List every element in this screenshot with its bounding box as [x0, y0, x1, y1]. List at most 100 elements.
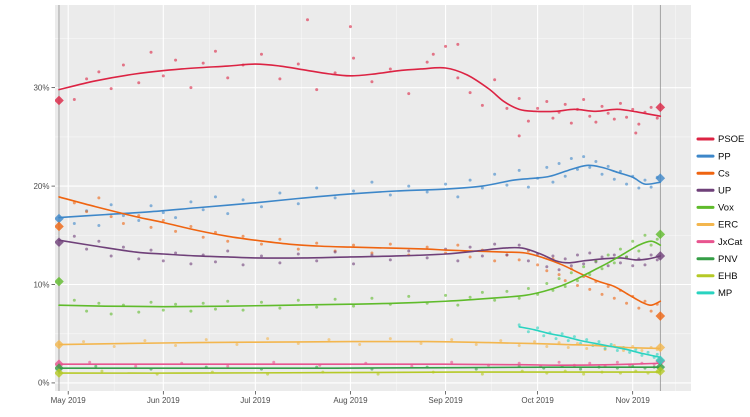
poll-dot-Cs	[588, 287, 592, 291]
poll-dot-ERC	[112, 345, 116, 349]
poll-dot-Vox	[226, 299, 230, 303]
poll-dot-Cs	[536, 263, 540, 267]
poll-dot-PSOE	[431, 52, 435, 56]
result-diamond-Cs-start	[55, 221, 64, 232]
poll-dot-UP	[569, 264, 573, 268]
poll-dot-UP	[174, 251, 178, 255]
poll-dot-UP	[557, 268, 561, 272]
legend-label-MP: MP	[718, 288, 732, 299]
poll-dot-PSOE	[315, 88, 319, 92]
poll-dot-PSOE	[600, 104, 604, 108]
poll-dot-PP	[201, 208, 205, 212]
poll-dot-Cs	[226, 239, 230, 243]
poll-dot-Cs	[296, 247, 300, 251]
poll-dot-Cs	[315, 241, 319, 245]
poll-dot-UP	[575, 253, 579, 257]
y-tick-label: 30%	[33, 83, 49, 92]
poll-dot-UP	[226, 249, 230, 253]
poll-dot-PP	[600, 172, 604, 176]
poll-dot-PP	[456, 195, 460, 199]
legend-label-JxCat: JxCat	[718, 237, 743, 248]
poll-dot-ERC	[450, 338, 454, 342]
trend-line-PSOE	[58, 63, 662, 118]
poll-dot-PSOE	[536, 106, 540, 110]
poll-dot-UP	[72, 234, 76, 238]
legend-item-ERC: ERC	[696, 220, 738, 231]
poll-dot-UP	[631, 264, 635, 268]
poll-dot-ERC	[174, 344, 178, 348]
trend-line-PNV	[58, 366, 662, 370]
plot-area	[55, 18, 666, 378]
poll-dot-JxCat	[588, 361, 592, 365]
poll-dot-Vox	[545, 282, 549, 286]
poll-dot-Vox	[174, 302, 178, 306]
x-tick-label: Aug 2019	[333, 396, 368, 405]
legend-item-UP: UP	[696, 186, 731, 197]
poll-dot-PP	[109, 203, 113, 207]
poll-dot-UP	[213, 260, 217, 264]
poll-dot-UP	[643, 263, 647, 267]
poll-dot-PP	[649, 185, 653, 189]
poll-dot-PSOE	[259, 52, 263, 56]
poll-dot-PSOE	[189, 86, 193, 90]
poll-dot-MP	[542, 334, 546, 338]
poll-dot-PNV	[474, 367, 478, 371]
poll-dot-Vox	[649, 243, 653, 247]
legend-label-EHB: EHB	[718, 271, 738, 282]
poll-dot-PSOE	[425, 60, 429, 64]
poll-dot-PP	[278, 191, 282, 195]
poll-dot-PSOE	[526, 119, 530, 123]
poll-dot-PP	[137, 219, 141, 223]
poll-dot-Cs	[557, 273, 561, 277]
x-tick-label: May 2019	[51, 396, 87, 405]
trend-line-MP	[518, 326, 662, 359]
x-tick-label: Nov 2019	[616, 396, 651, 405]
poll-dot-UP	[649, 253, 653, 257]
poll-dot-JxCat	[134, 364, 138, 368]
poll-dot-PSOE	[121, 63, 125, 67]
poll-dot-ERC	[566, 345, 570, 349]
poll-dot-UP	[85, 247, 89, 251]
poll-dot-Cs	[600, 292, 604, 296]
poll-dot-MP	[560, 332, 564, 336]
poll-dot-PSOE	[149, 50, 153, 54]
poll-dot-Vox	[643, 233, 647, 237]
poll-dot-MP	[597, 340, 601, 344]
poll-dot-PSOE	[582, 97, 586, 101]
poll-dot-Vox	[557, 277, 561, 281]
poll-dot-Vox	[526, 286, 530, 290]
poll-dot-Cs	[612, 296, 616, 300]
poll-dot-ERC	[585, 346, 589, 350]
poll-dot-UP	[189, 262, 193, 266]
poll-dot-ERC	[517, 344, 521, 348]
poll-dot-UP	[505, 253, 509, 257]
poll-dot-ERC	[266, 337, 270, 341]
poll-dot-UP	[563, 257, 567, 261]
poll-dot-Cs	[97, 196, 101, 200]
poll-dot-PSOE	[201, 61, 205, 65]
poll-dot-Vox	[407, 294, 411, 298]
poll-dot-Cs	[109, 215, 113, 219]
poll-dot-ERC	[545, 345, 549, 349]
poll-dot-Vox	[241, 308, 245, 312]
poll-dot-Vox	[618, 247, 622, 251]
poll-dot-PSOE	[631, 107, 635, 111]
poll-dot-JxCat	[88, 360, 92, 364]
poll-dot-Cs	[625, 301, 629, 305]
poll-dot-UP	[588, 251, 592, 255]
poll-dot-Vox	[259, 300, 263, 304]
poll-dot-PSOE	[505, 106, 509, 110]
poll-dot-PSOE	[493, 78, 497, 82]
poll-dot-PSOE	[72, 97, 76, 101]
poll-dot-EHB	[582, 372, 586, 376]
poll-dot-Cs	[493, 259, 497, 263]
poll-dot-EHB	[100, 369, 104, 373]
poll-dot-Vox	[637, 249, 641, 253]
poll-dot-UP	[352, 262, 356, 266]
trend-line-UP	[58, 239, 662, 264]
poll-dot-UP	[517, 243, 521, 247]
poll-dot-Cs	[468, 255, 472, 259]
poll-dot-UP	[425, 256, 429, 260]
poll-dot-PSOE	[612, 117, 616, 121]
